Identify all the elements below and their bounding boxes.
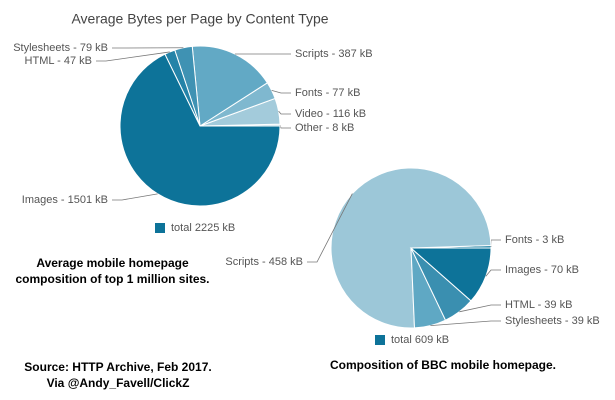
data-label: HTML - 39 kB xyxy=(505,299,572,311)
chart-title: Average Bytes per Page by Content Type xyxy=(71,11,328,27)
source: Via @Andy_Favell/ClickZ xyxy=(46,376,190,390)
leader-line xyxy=(278,110,291,115)
legend-swatch xyxy=(155,223,165,233)
leader-line xyxy=(279,124,291,129)
leader-line xyxy=(490,239,501,247)
data-label: Fonts - 3 kB xyxy=(505,234,564,246)
data-label: Fonts - 77 kB xyxy=(295,87,360,99)
caption: Composition of BBC mobile homepage. xyxy=(329,358,556,372)
legend-label: total 2225 kB xyxy=(171,222,235,234)
leader-line xyxy=(271,90,291,94)
legend-swatch xyxy=(375,335,385,345)
leader-line xyxy=(112,193,158,201)
data-label: Stylesheets - 39 kB xyxy=(505,315,600,327)
data-label: Stylesheets - 79 kB xyxy=(13,42,108,54)
leader-line xyxy=(430,320,501,327)
source: Source: HTTP Archive, Feb 2017. xyxy=(24,360,212,374)
data-label: Scripts - 387 kB xyxy=(295,48,373,60)
legend-label: total 609 kB xyxy=(391,334,449,346)
leader-line xyxy=(96,51,170,62)
leader-line xyxy=(459,304,501,313)
data-label: Other - 8 kB xyxy=(295,122,354,134)
caption: Average mobile homepage composition of t… xyxy=(15,256,210,286)
data-label: HTML - 47 kB xyxy=(25,55,92,67)
data-label: Images - 1501 kB xyxy=(22,194,108,206)
data-label: Scripts - 458 kB xyxy=(225,256,303,268)
data-label: Images - 70 kB xyxy=(505,264,579,276)
leader-line xyxy=(485,269,501,277)
leader-line xyxy=(307,193,353,263)
data-label: Video - 116 kB xyxy=(295,108,366,120)
